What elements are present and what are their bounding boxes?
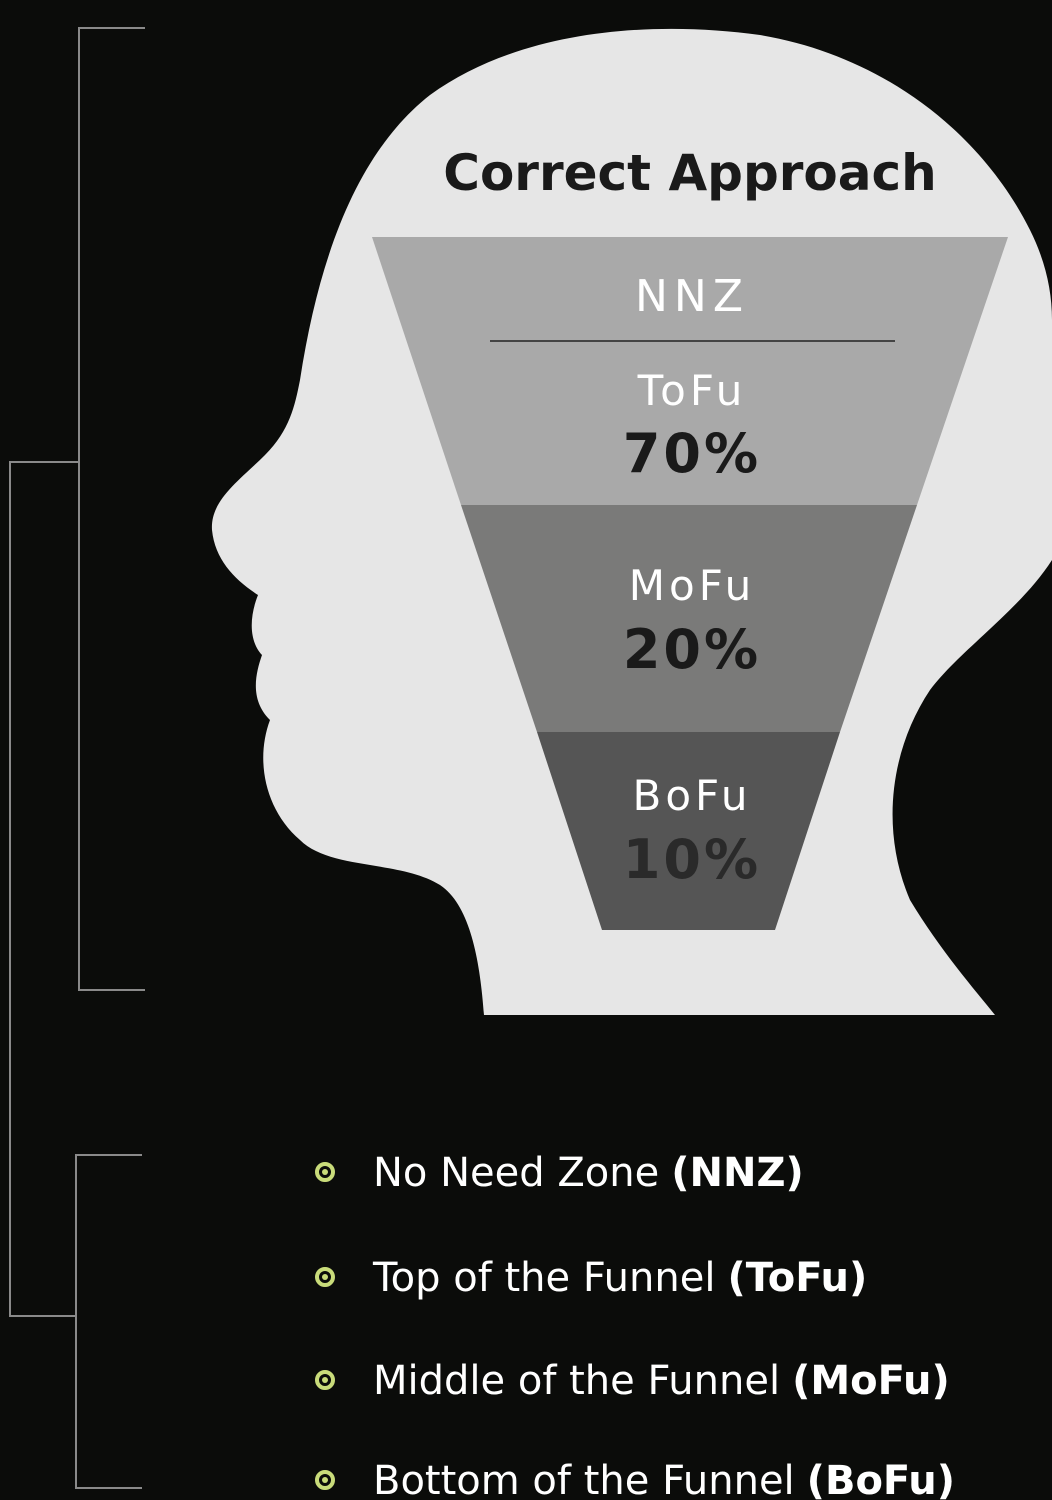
legend-abbr: (MoFu) [792,1358,950,1404]
legend-text: Top of the Funnel [372,1255,715,1301]
legend-abbr: (NNZ) [671,1150,804,1196]
legend-text: Middle of the Funnel [373,1358,780,1404]
legend-text: No Need Zone [373,1150,659,1196]
stage-label: ToFu [637,366,747,415]
legend-item: No Need Zone (NNZ) [373,1150,804,1196]
title: Correct Approach [443,144,936,202]
funnel-top-label: NNZ [635,271,749,322]
bullet-dot [322,1169,328,1175]
legend-abbr: (ToFu) [727,1255,867,1301]
bullet-dot [322,1477,328,1483]
legend-text: Bottom of the Funnel [373,1458,795,1500]
page: Correct Approach NNZ ToFu 70% MoFu 20% BoFu 1… [0,0,1052,1500]
legend-item: Middle of the Funnel (MoFu) [373,1358,950,1404]
legend-abbr: (BoFu) [807,1458,955,1500]
stage-label: MoFu [629,561,755,610]
bullet-dot [322,1377,328,1383]
legend-item: Bottom of the Funnel (BoFu) [373,1458,955,1500]
stage-value: 70% [623,422,761,485]
bullet-dot [322,1274,328,1280]
infographic: Correct Approach NNZ ToFu 70% MoFu 20% BoFu 1… [0,0,1052,1500]
funnel-stages: ToFu 70% MoFu 20% BoFu 10% [623,366,761,891]
legend-item: Top of the Funnel (ToFu) [372,1255,867,1301]
stage-value: 20% [623,618,761,681]
stage-label: BoFu [633,771,752,820]
stage-value: 10% [623,828,761,891]
